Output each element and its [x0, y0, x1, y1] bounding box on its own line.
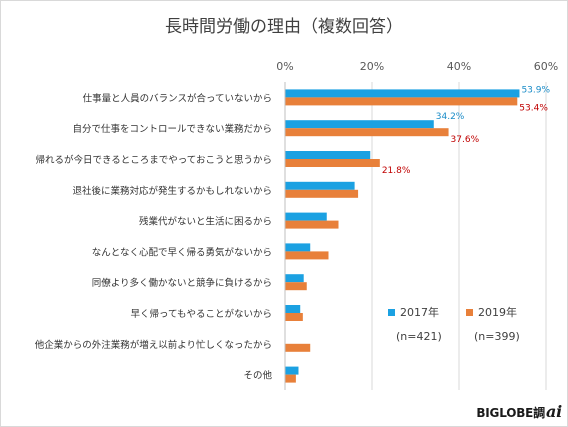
- category-label: 仕事量と人員のバランスが合っていないから: [83, 92, 272, 104]
- category-label: 帰れるが今日できるところまでやっておこうと思うから: [35, 154, 272, 166]
- bar-2017: [285, 89, 520, 98]
- x-tick-label: 60%: [534, 60, 558, 73]
- chart-title: 長時間労働の理由（複数回答）: [165, 17, 403, 37]
- bar-2019: [285, 159, 380, 167]
- bar-2017: [285, 305, 301, 313]
- x-tick-label: 0%: [276, 60, 293, 73]
- data-label-2019: 37.6%: [451, 135, 480, 145]
- data-label-2017: 53.9%: [521, 85, 550, 95]
- brand-text: BIGLOBE調: [476, 406, 545, 420]
- bar-2017: [285, 366, 299, 375]
- legend-label-2017: 2017年: [400, 306, 439, 319]
- category-label: 退社後に業務対応が発生するかもしれないから: [72, 185, 272, 197]
- bar-2019: [285, 251, 329, 260]
- brand-mark: ai: [545, 402, 562, 421]
- category-label: 残業代がないと生活に困るから: [139, 216, 272, 228]
- legend: 2017年 2019年 (n=421) (n=399): [388, 304, 558, 352]
- legend-swatch-2017: [388, 308, 395, 316]
- bar-2019: [285, 189, 359, 198]
- bar-2019: [285, 128, 449, 137]
- bar-2017: [285, 181, 355, 190]
- legend-swatch-2019: [466, 308, 473, 316]
- bar-2019: [285, 282, 307, 291]
- bar-2019: [285, 220, 339, 229]
- legend-n-2017: (n=421): [396, 330, 442, 343]
- category-label: 自分で仕事をコントロールできない業務だから: [72, 123, 272, 135]
- bar-2019: [285, 313, 303, 321]
- bar-2017: [285, 151, 371, 159]
- legend-item-2019: 2019年: [466, 304, 517, 320]
- category-label: 他企業からの外注業務が増え以前より忙しくなったから: [35, 339, 272, 351]
- data-label-2017: 34.2%: [436, 112, 465, 122]
- legend-item-2017: 2017年: [388, 304, 439, 320]
- bar-2017: [285, 120, 434, 129]
- x-tick-label: 40%: [447, 60, 471, 73]
- bar-2017: [285, 243, 311, 252]
- bar-2019: [285, 97, 518, 106]
- data-label-2019: 53.4%: [519, 103, 548, 113]
- legend-label-2019: 2019年: [478, 306, 517, 319]
- legend-n-2019: (n=399): [474, 330, 520, 343]
- brand-logo: BIGLOBE調ai: [476, 402, 562, 421]
- bar-2017: [285, 212, 327, 221]
- data-label-2019: 21.8%: [382, 166, 411, 176]
- category-label: 同僚より多く働かないと競争に負けるから: [92, 277, 272, 289]
- category-label: なんとなく心配で早く帰る勇気がないから: [92, 246, 272, 258]
- x-tick-label: 20%: [360, 60, 384, 73]
- bar-2019: [285, 374, 296, 383]
- category-label: その他: [243, 370, 272, 382]
- bar-2017: [285, 274, 304, 283]
- bar-2019: [285, 343, 311, 352]
- category-label: 早く帰ってもやることがないから: [130, 308, 272, 320]
